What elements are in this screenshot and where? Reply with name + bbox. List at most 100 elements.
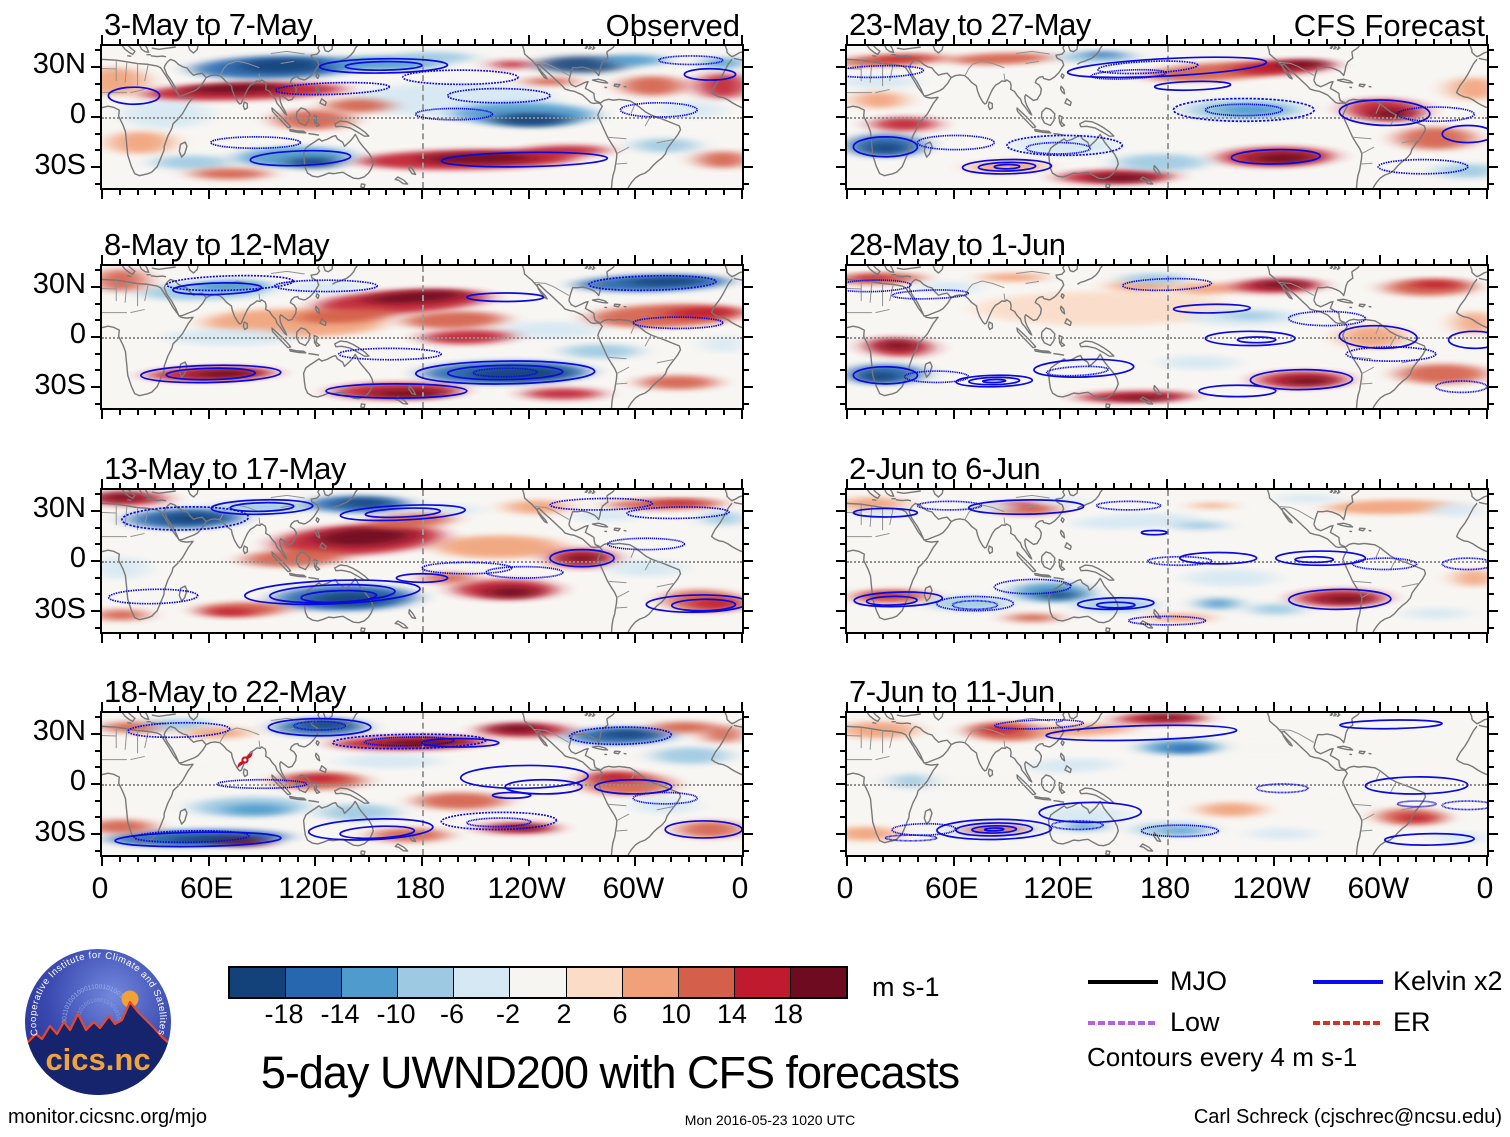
axis-tick (1272, 634, 1275, 643)
axis-tick (1290, 634, 1293, 639)
axis-tick (741, 857, 743, 866)
panel-title: 2-Jun to 6-Jun (849, 451, 1041, 486)
axis-tick (899, 410, 902, 415)
axis-tick (1432, 634, 1435, 639)
lat-label: 0 (69, 318, 86, 351)
axis-tick (1361, 857, 1364, 862)
dateline-180 (422, 46, 424, 188)
axis-tick (563, 634, 566, 639)
axis-tick (1432, 190, 1435, 195)
dateline-180 (1167, 46, 1169, 188)
axis-tick (1148, 259, 1151, 264)
axis-tick (1183, 706, 1186, 711)
axis-tick (1006, 39, 1008, 44)
axis-tick (598, 634, 601, 639)
axis-tick (988, 634, 991, 639)
axis-tick (744, 626, 749, 629)
axis-tick (1254, 259, 1257, 264)
axis-tick (332, 706, 335, 711)
axis-tick (744, 319, 749, 322)
axis-tick (1343, 190, 1346, 195)
axis-tick (1130, 706, 1133, 711)
axis-tick (189, 634, 192, 639)
axis-tick (1290, 483, 1293, 488)
axis-tick (1468, 706, 1471, 711)
axis-tick (207, 255, 210, 264)
axis-tick (1414, 190, 1417, 195)
axis-tick (118, 39, 121, 44)
axis-tick (509, 410, 512, 415)
axis-tick (1148, 39, 1151, 44)
lon-label: 0 (836, 872, 854, 905)
axis-tick (1023, 857, 1026, 862)
colorbar (228, 966, 848, 999)
axis-tick (1450, 410, 1453, 415)
axis-tick (846, 255, 848, 264)
wave-contours (102, 46, 742, 188)
axis-tick (899, 857, 902, 862)
axis-tick (456, 483, 459, 488)
axis-tick (1489, 49, 1494, 52)
axis-tick (91, 336, 100, 338)
axis-tick (385, 857, 388, 862)
axis-tick (332, 483, 335, 488)
axis-tick (652, 259, 655, 264)
axis-tick (243, 39, 246, 44)
axis-tick (349, 259, 352, 264)
axis-tick (95, 149, 100, 152)
axis-tick (1237, 39, 1240, 44)
axis-tick (705, 857, 708, 862)
axis-tick (189, 259, 192, 264)
axis-tick (332, 259, 335, 264)
axis-tick (934, 39, 937, 44)
map-panel-forecast-2 (836, 479, 1498, 643)
axis-tick (1059, 35, 1062, 44)
axis-tick (1361, 259, 1364, 264)
axis-tick (1308, 410, 1311, 415)
axis-tick (367, 857, 370, 862)
dateline-180 (1167, 490, 1169, 632)
colorbar-cell (509, 968, 566, 997)
axis-tick (456, 857, 459, 862)
axis-tick (723, 410, 726, 415)
axis-tick (95, 593, 100, 596)
axis-tick (1166, 410, 1168, 419)
axis-tick (1489, 182, 1494, 185)
axis-tick (723, 39, 726, 44)
axis-tick (101, 857, 103, 866)
axis-tick (527, 255, 530, 264)
axis-tick (840, 269, 845, 272)
legend-label: ER (1393, 1007, 1431, 1037)
axis-tick (934, 259, 937, 264)
axis-tick (1290, 39, 1293, 44)
axis-tick (669, 39, 672, 44)
axis-tick (509, 857, 512, 862)
axis-tick (1094, 190, 1097, 195)
axis-tick (1379, 702, 1382, 711)
axis-tick (744, 82, 749, 85)
axis-tick (189, 483, 192, 488)
axis-tick (118, 857, 121, 862)
axis-tick (669, 190, 672, 195)
axis-tick (899, 39, 902, 44)
axis-tick (1450, 39, 1453, 44)
axis-tick (1059, 255, 1062, 264)
axis-tick (840, 352, 845, 355)
legend-label: Kelvin x2 (1393, 966, 1503, 996)
axis-tick (225, 39, 228, 44)
axis-tick (881, 190, 884, 195)
axis-tick (1489, 749, 1494, 752)
axis-tick (1219, 190, 1222, 195)
colorbar-cell (230, 968, 286, 997)
colorbar-tick-label: -18 (264, 999, 304, 1029)
axis-tick (1112, 483, 1115, 488)
panel-title: 18-May to 22-May (104, 674, 346, 709)
axis-tick (988, 857, 991, 862)
axis-tick (1183, 634, 1186, 639)
axis-tick (744, 132, 749, 135)
axis-tick (1489, 285, 1498, 288)
axis-tick (863, 39, 866, 44)
axis-tick (261, 410, 263, 415)
axis-tick (744, 593, 749, 596)
axis-tick (1450, 259, 1453, 264)
